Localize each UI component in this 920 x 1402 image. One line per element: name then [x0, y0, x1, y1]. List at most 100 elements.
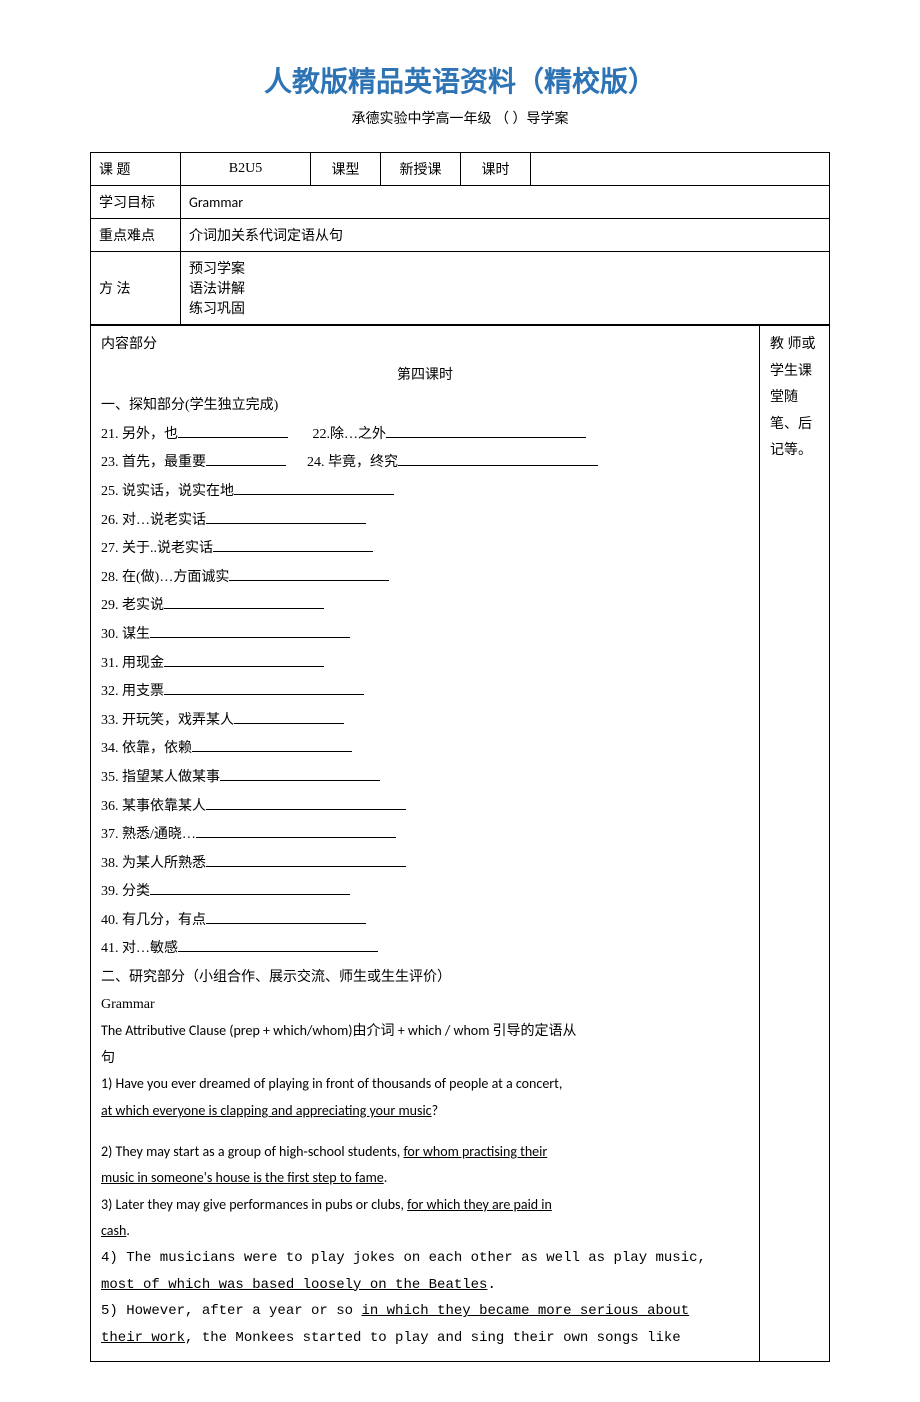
cell-key-label: 重点难点 [91, 219, 181, 252]
blank-line [220, 767, 380, 781]
grammar-intro: The Attributive Clause (prep + which/who… [101, 1018, 749, 1045]
cell-method-value: 预习学案 语法讲解 练习巩固 [181, 252, 830, 325]
item-text: 35. 指望某人做某事 [101, 770, 220, 785]
subtitle: 承德实验中学高一年级 （ ）导学案 [90, 108, 830, 128]
item-text: 33. 开玩笑，戏弄某人 [101, 713, 234, 728]
example-5-cont: their work, the Monkees started to play … [101, 1325, 749, 1352]
method-line: 语法讲解 [189, 278, 821, 298]
item-text: 30. 谋生 [101, 627, 150, 642]
text-span: ? [432, 1102, 439, 1119]
item-text: 31. 用现金 [101, 656, 164, 671]
blank-line [206, 910, 366, 924]
text-span: . [126, 1222, 130, 1239]
item-text: 27. 关于..说老实话 [101, 541, 213, 556]
item-text: 34. 依靠，依赖 [101, 741, 192, 756]
item-text: 40. 有几分，有点 [101, 913, 206, 928]
example-1: 1) Have you ever dreamed of playing in f… [101, 1071, 749, 1098]
text-span: 1) Have you ever dreamed of playing in f… [101, 1075, 562, 1092]
item-text: 37. 熟悉/通晓… [101, 827, 196, 842]
grammar-label: Grammar [101, 992, 749, 1019]
main-title: 人教版精品英语资料（精校版） [90, 60, 830, 100]
content-header: 内容部分 [101, 332, 749, 359]
example-2: 2) They may start as a group of high-sch… [101, 1139, 749, 1166]
list-item: 30. 谋生 [101, 622, 749, 649]
blank-line [229, 567, 389, 581]
table-row: 课 题 B2U5 课型 新授课 课时 [91, 153, 830, 186]
list-item: 34. 依靠，依赖 [101, 736, 749, 763]
table-row: 内容部分 第四课时 一、探知部分(学生独立完成) 21. 另外，也 22.除…之… [91, 326, 830, 1362]
blank-line [206, 796, 406, 810]
item-text: 41. 对…敏感 [101, 941, 178, 956]
cell-hours-value [531, 153, 830, 186]
list-item: 37. 熟悉/通晓… [101, 822, 749, 849]
underline-span: cash [101, 1222, 126, 1239]
spacer [101, 1125, 749, 1139]
item-text: 36. 某事依靠某人 [101, 799, 206, 814]
item-text: 38. 为某人所熟悉 [101, 856, 206, 871]
underline-span: music in someone's house is the first st… [101, 1169, 384, 1186]
item-text: 25. 说实话，说实在地 [101, 484, 234, 499]
underline-span: most of which was based loosely on the B… [101, 1277, 487, 1293]
list-item: 41. 对…敏感 [101, 936, 749, 963]
underline-span: for which they are paid in [407, 1196, 552, 1213]
blank-line [150, 881, 350, 895]
blank-line [178, 938, 378, 952]
cell-topic-label: 课 题 [91, 153, 181, 186]
blank-line [178, 424, 288, 438]
item-text: 39. 分类 [101, 884, 150, 899]
item-text: 28. 在(做)…方面诚实 [101, 570, 229, 585]
list-item: 23. 首先，最重要 24. 毕竟，终究 [101, 450, 749, 477]
blank-line [213, 538, 373, 552]
list-item: 40. 有几分，有点 [101, 908, 749, 935]
cell-key-value: 介词加关系代词定语从句 [181, 219, 830, 252]
blank-line [206, 510, 366, 524]
blank-line [234, 710, 344, 724]
example-4: 4) The musicians were to play jokes on e… [101, 1245, 749, 1272]
blank-line [234, 481, 394, 495]
text-span: 2) They may start as a group of high-sch… [101, 1143, 403, 1160]
blank-line [192, 738, 352, 752]
text-span: 5) However, after a year or so [101, 1303, 361, 1319]
blank-line [196, 824, 396, 838]
list-item: 33. 开玩笑，戏弄某人 [101, 708, 749, 735]
table-row: 学习目标 Grammar [91, 186, 830, 219]
method-line: 预习学案 [189, 258, 821, 278]
example-3-cont: cash. [101, 1218, 749, 1245]
table-row: 方 法 预习学案 语法讲解 练习巩固 [91, 252, 830, 325]
item-text: 22.除…之外 [313, 427, 387, 442]
cell-type-label: 课型 [311, 153, 381, 186]
header-table: 课 题 B2U5 课型 新授课 课时 学习目标 Grammar 重点难点 介词加… [90, 152, 830, 325]
blank-line [164, 653, 324, 667]
blank-line [386, 424, 586, 438]
cell-method-label: 方 法 [91, 252, 181, 325]
item-text: 26. 对…说老实话 [101, 513, 206, 528]
example-2-cont: music in someone's house is the first st… [101, 1165, 749, 1192]
item-text: 21. 另外，也 [101, 427, 178, 442]
underline-span: their work [101, 1330, 185, 1346]
cell-goal-label: 学习目标 [91, 186, 181, 219]
list-item: 27. 关于..说老实话 [101, 536, 749, 563]
section1-title: 一、探知部分(学生独立完成) [101, 393, 749, 420]
list-item: 35. 指望某人做某事 [101, 765, 749, 792]
grammar-intro-cont: 句 [101, 1045, 749, 1072]
example-3: 3) Later they may give performances in p… [101, 1192, 749, 1219]
list-item: 32. 用支票 [101, 679, 749, 706]
blank-line [150, 624, 350, 638]
cell-hours-label: 课时 [461, 153, 531, 186]
list-item: 26. 对…说老实话 [101, 508, 749, 535]
blank-line [164, 595, 324, 609]
section2-title: 二、研究部分（小组合作、展示交流、师生或生生评价） [101, 965, 749, 992]
list-item: 39. 分类 [101, 879, 749, 906]
item-text: 23. 首先，最重要 [101, 455, 206, 470]
item-text: 32. 用支票 [101, 684, 164, 699]
list-item: 31. 用现金 [101, 651, 749, 678]
example-5: 5) However, after a year or so in which … [101, 1298, 749, 1325]
content-table: 内容部分 第四课时 一、探知部分(学生独立完成) 21. 另外，也 22.除…之… [90, 325, 830, 1362]
list-item: 29. 老实说 [101, 593, 749, 620]
list-item: 28. 在(做)…方面诚实 [101, 565, 749, 592]
item-text: 24. 毕竟，终究 [307, 455, 398, 470]
text-span: . [487, 1277, 495, 1293]
method-line: 练习巩固 [189, 298, 821, 318]
list-item: 25. 说实话，说实在地 [101, 479, 749, 506]
list-item: 36. 某事依靠某人 [101, 794, 749, 821]
